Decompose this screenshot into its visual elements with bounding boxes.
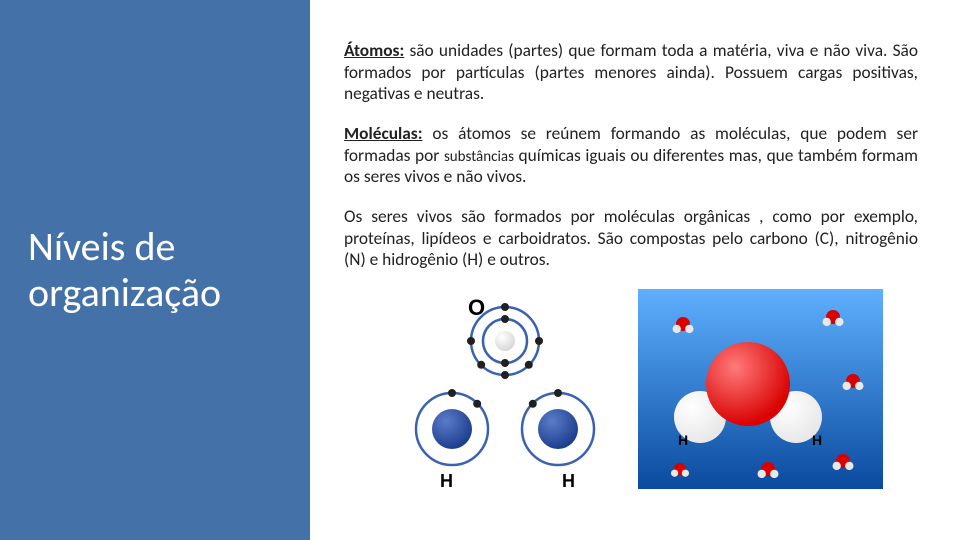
svg-text:H: H	[812, 432, 822, 448]
svg-text:H: H	[678, 432, 688, 448]
atom-diagram-svg: O H H	[380, 289, 630, 489]
content-area: Átomos: são unidades (partes) que formam…	[310, 0, 960, 540]
paragraph-atoms: Átomos: são unidades (partes) que formam…	[344, 40, 918, 105]
term-molecules: Moléculas:	[344, 122, 423, 144]
figure-row: OHH HH	[344, 289, 918, 489]
water-molecules-diagram: HH	[638, 289, 883, 489]
water-molecules-svg: HH	[638, 289, 883, 489]
slide: Níveis de organização Átomos: são unidad…	[0, 0, 960, 540]
svg-text:O: O	[468, 295, 485, 320]
sidebar-panel: Níveis de organização	[0, 0, 310, 540]
svg-text:H: H	[562, 471, 575, 489]
text-atoms-body: são unidades (partes) que formam toda a …	[344, 39, 918, 104]
paragraph-molecules: Moléculas: os átomos se reúnem formando …	[344, 123, 918, 188]
term-atoms: Átomos:	[344, 39, 404, 61]
atom-diagram: O H H	[380, 289, 630, 489]
text-substancias: substâncias	[444, 148, 514, 166]
slide-title: Níveis de organização	[28, 224, 282, 316]
paragraph-organics: Os seres vivos são formados por molécula…	[344, 206, 918, 271]
svg-text:H: H	[440, 471, 453, 489]
